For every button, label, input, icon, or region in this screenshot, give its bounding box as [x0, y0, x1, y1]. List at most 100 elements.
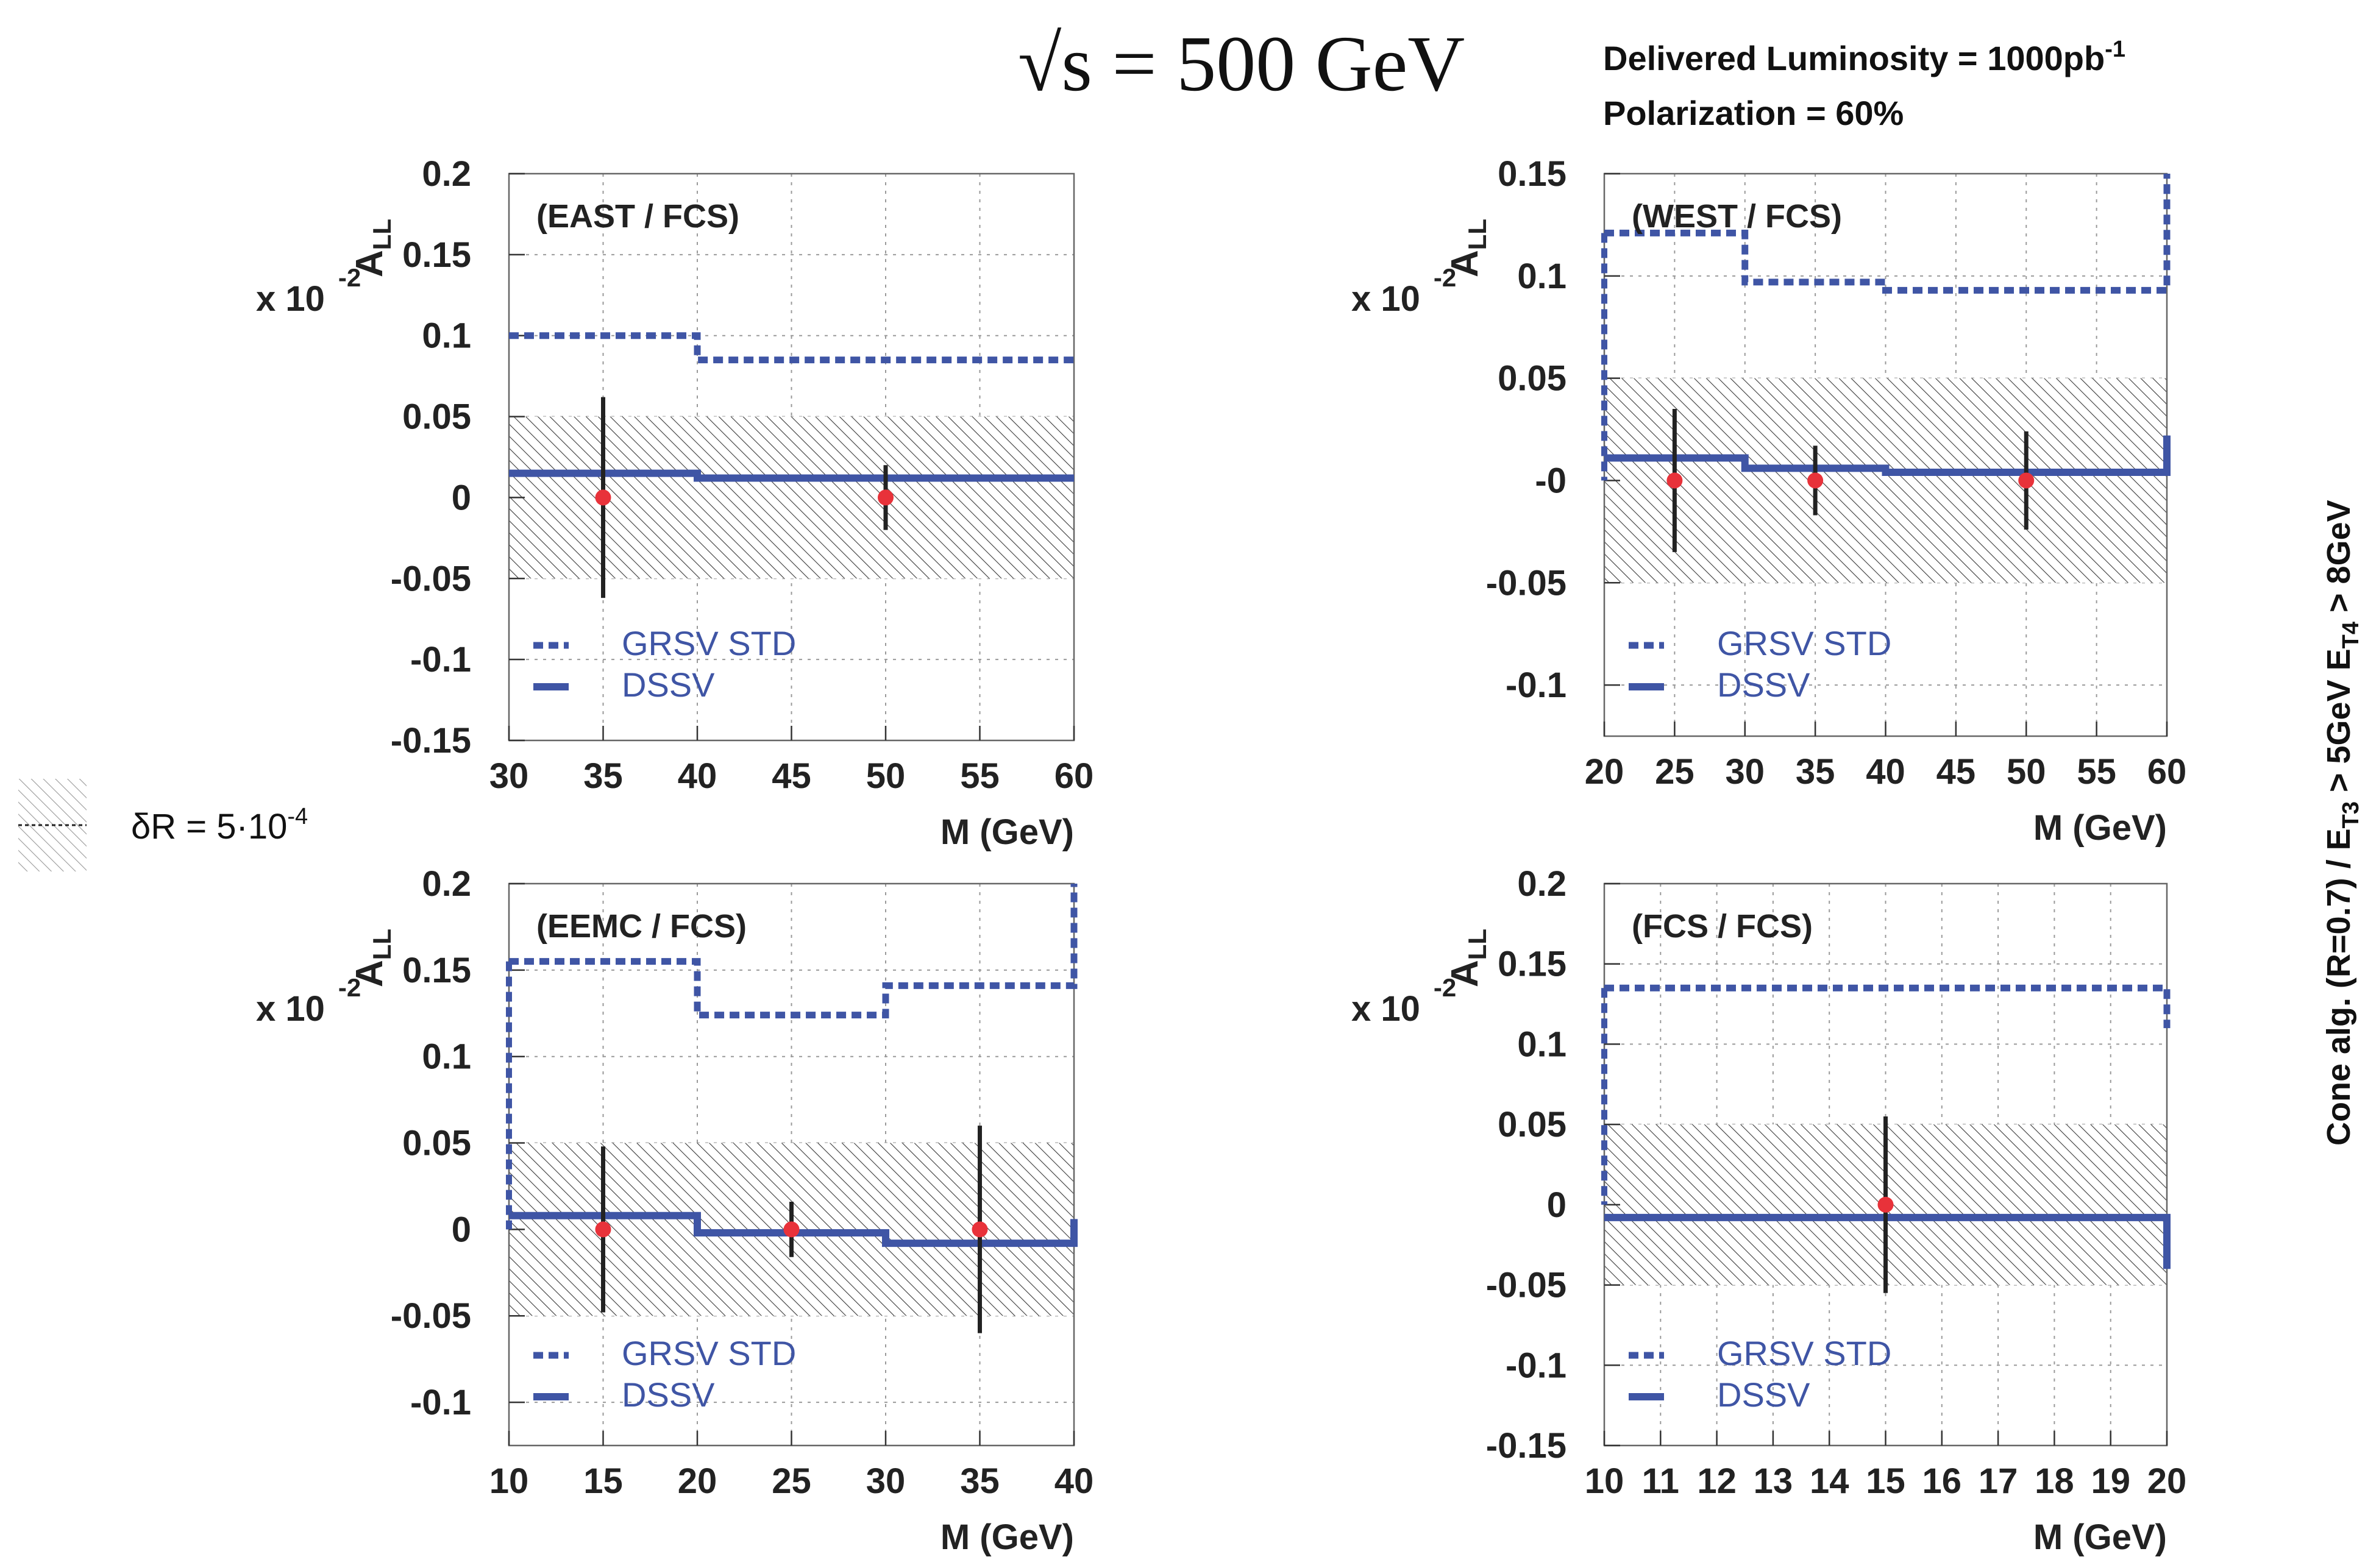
scale-label: x 10 -2: [256, 973, 361, 1029]
scale-label-exponent: -2: [1434, 263, 1456, 292]
x-axis-label: M (GeV): [2033, 1517, 2167, 1557]
data-point: [1807, 472, 1824, 489]
x-tick-label: 40: [1054, 1461, 1094, 1501]
x-tick-label: 35: [583, 756, 623, 796]
polarization-label: Polarization = 60%: [1603, 94, 1904, 132]
legend-grsv-label: GRSV STD: [1717, 1334, 1891, 1372]
scale-label: x 10 -2: [1351, 973, 1456, 1029]
chart-panels: 30 35 40 45 50 55 60-0.15-0.1-0.0500.050.10.15…: [256, 154, 2186, 1557]
y-tick-label: 0.05: [402, 397, 471, 437]
x-tick-label: 17: [1979, 1461, 2018, 1501]
y-tick-label: 0.05: [1498, 1105, 1566, 1144]
y-tick-label: 0.1: [1517, 1024, 1566, 1064]
legend-dssv-label: DSSV: [622, 1375, 715, 1414]
legend-grsv-label: GRSV STD: [622, 1334, 796, 1372]
x-tick-label: 60: [2147, 752, 2187, 792]
y-axis-label-sub: LL: [368, 219, 396, 250]
y-axis-label: ALL: [1444, 929, 1492, 987]
y-axis-label: ALL: [1444, 219, 1492, 277]
y-axis-label-main: A: [349, 960, 391, 987]
y-tick-label: 0.1: [422, 316, 471, 356]
panel-title: (WEST / FCS): [1632, 198, 1842, 235]
x-tick-label: 16: [1922, 1461, 1962, 1501]
luminosity-label: Delivered Luminosity = 1000pb-1: [1603, 37, 2125, 77]
band-legend: δR = 5·10-4: [18, 779, 308, 871]
x-tick-label: 12: [1697, 1461, 1737, 1501]
panel-title: (FCS / FCS): [1632, 908, 1813, 945]
grsv-std-curve: [509, 884, 1078, 1019]
data-point: [595, 489, 611, 506]
side-label-text: Cone alg. (R=0.7) / E: [2320, 828, 2357, 1146]
chart-panel-3: 10 15 20 25 30 35 40 -0.1 -0.05 0 0.05 0.1 0.15 0.2 M …: [256, 864, 1093, 1557]
y-tick-label: 0: [1547, 1185, 1566, 1225]
grsv-std-curve: [1604, 174, 2171, 294]
y-tick-label: 0.2: [422, 864, 471, 904]
y-tick-label: -0.05: [391, 559, 471, 598]
dssv-curve: [1604, 1213, 2171, 1269]
x-tick-label: 20: [678, 1461, 717, 1501]
x-tick-label: 13: [1754, 1461, 1793, 1501]
band-legend-exponent: -4: [287, 804, 308, 829]
y-axis-label-sub: LL: [1463, 219, 1492, 250]
y-axis-label-sub: LL: [368, 929, 396, 960]
y-tick-label: 0: [452, 1210, 471, 1249]
y-tick-label: -0.15: [391, 721, 471, 761]
uncertainty-band: [509, 416, 1074, 579]
y-tick-label: 0.1: [422, 1037, 471, 1077]
x-axis-label: M (GeV): [941, 812, 1074, 852]
x-tick-label: 50: [2007, 752, 2046, 792]
data-point: [1877, 1196, 1894, 1213]
y-axis-label-main: A: [1444, 250, 1486, 277]
y-tick-label: 0.05: [402, 1124, 471, 1163]
x-tick-label: 30: [489, 756, 529, 796]
band-legend-label: δR = 5·10-4: [131, 804, 308, 846]
legend-grsv-label: GRSV STD: [1717, 624, 1891, 662]
scale-label-text: x 10: [256, 279, 325, 319]
x-tick-label: 20: [2147, 1461, 2187, 1501]
y-tick-label: 0.15: [402, 951, 471, 990]
y-tick-label: 0.15: [1498, 154, 1566, 194]
y-axis-label-main: A: [349, 250, 391, 277]
dssv-curve: [509, 1211, 1078, 1247]
y-tick-label: -0.1: [1506, 1346, 1566, 1385]
x-tick-label: 11: [1642, 1461, 1679, 1501]
luminosity-exponent: -1: [2105, 37, 2125, 62]
energy-label: √s = 500 GeV: [1018, 20, 1465, 108]
x-tick-label: 15: [1866, 1461, 1905, 1501]
x-tick-label: 15: [583, 1461, 623, 1501]
x-tick-label: 55: [960, 756, 1000, 796]
scale-label: x 10 -2: [256, 263, 361, 319]
y-tick-label: 0.15: [1498, 945, 1566, 984]
scale-label-exponent: -2: [338, 973, 361, 1002]
x-tick-label: 10: [1585, 1461, 1624, 1501]
y-tick-label: 0: [452, 478, 471, 517]
x-tick-label: 30: [1725, 752, 1765, 792]
y-axis-label-main: A: [1444, 960, 1486, 987]
legend-dssv-label: DSSV: [1717, 665, 1810, 704]
x-tick-label: 45: [772, 756, 811, 796]
scale-label-text: x 10: [1351, 279, 1420, 319]
y-tick-label: -0: [1535, 461, 1566, 500]
y-tick-label: -0.1: [410, 640, 471, 679]
chart-panel-4: 10 11 12 13 14 15 16 17 18 19 20 -0.15 -0.1 -0.05 0 0.0…: [1351, 864, 2186, 1557]
x-tick-label: 35: [960, 1461, 1000, 1501]
side-label-end: > 8GeV: [2320, 500, 2357, 622]
side-label-t4: T4: [2338, 622, 2364, 648]
data-point: [595, 1221, 611, 1238]
x-tick-label: 30: [866, 1461, 906, 1501]
legend-grsv-label: GRSV STD: [622, 624, 796, 662]
scale-label: x 10 -2: [1351, 263, 1456, 319]
scale-label-text: x 10: [1351, 989, 1420, 1029]
uncertainty-band: [1604, 378, 2167, 583]
y-tick-label: -0.05: [1486, 563, 1566, 603]
data-point: [972, 1221, 988, 1238]
x-tick-label: 50: [866, 756, 906, 796]
luminosity-text: Delivered Luminosity = 1000pb: [1603, 39, 2105, 77]
x-tick-label: 25: [772, 1461, 811, 1501]
y-tick-label: -0.1: [410, 1383, 471, 1422]
y-axis-label: ALL: [349, 219, 396, 277]
chart-panel-2: 20 25 30 35 40 45 50 55 60 -0.1 -0.05 -0 0.05 0.1 0.15…: [1351, 154, 2186, 848]
data-point: [2018, 472, 2035, 489]
x-tick-label: 14: [1810, 1461, 1849, 1501]
